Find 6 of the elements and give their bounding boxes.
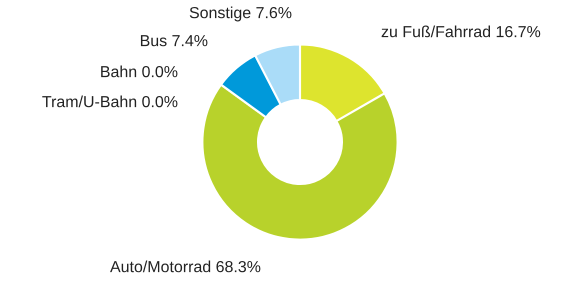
slice-label: Auto/Motorrad 68.3% xyxy=(110,260,260,272)
slice-label: Sonstige 7.6% xyxy=(190,6,292,22)
category-label: Bahn 0.0% xyxy=(101,66,178,78)
category-label: Tram/U-Bahn 0.0% xyxy=(42,96,178,108)
slice-label: zu Fuß/Fahrrad 16.7% xyxy=(382,26,540,38)
slice-label: Bus 7.4% xyxy=(140,35,208,46)
